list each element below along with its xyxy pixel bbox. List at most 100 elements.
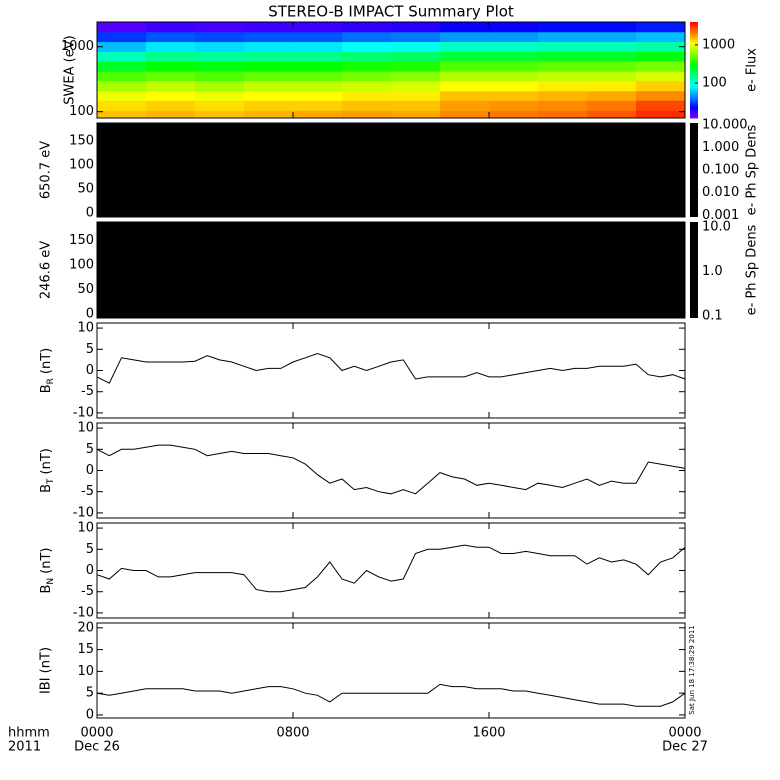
colorbar-swatch [690,28,698,31]
spectrogram-cell [293,80,343,92]
pitch-angle-panel [97,123,685,217]
y-label-symbol: B [39,384,54,393]
spectrogram-cell [440,61,490,72]
colorbar-swatch [690,70,698,73]
spectrogram-cell [342,51,392,62]
colorbar-swatch [690,112,698,115]
colorbar-swatch [690,68,698,71]
y-tick-label: 100 [69,158,94,173]
spectrogram-cell [489,51,539,62]
colorbar-swatch [690,74,698,77]
spectrogram-cell [293,71,343,82]
colorbar-swatch [690,32,698,35]
y-tick-label: -5 [81,484,94,499]
spectrogram-cell [97,110,147,119]
spectrogram-cell [538,51,588,62]
y-tick-label: -5 [81,584,94,599]
spectrogram-cell [538,31,588,43]
colorbar-swatch [690,80,698,83]
spectrogram-cell [538,71,588,82]
spectrogram-cell [587,80,637,92]
colorbar-swatch [690,123,698,217]
spectrogram-cell [636,110,686,119]
spectrogram-cell [440,31,490,43]
x-tick-label: 0800 [276,726,309,741]
colorbar-swatch [690,110,698,113]
spectrogram-cell [391,61,441,72]
spectrogram-cell [587,31,637,43]
colorbar-swatch [690,82,698,85]
y-tick-label: 10 [77,321,94,336]
spectrogram-cell [636,31,686,43]
colorbar-tick-label: 0.1 [702,308,723,323]
spectrogram-cell [342,61,392,72]
colorbar-swatch [690,96,698,99]
spectrogram-cell [97,22,147,33]
spectrogram-cell [342,31,392,43]
spectrogram-cell [391,100,441,111]
colorbar-tick-label: 0.010 [702,185,739,200]
y-tick-label: 50 [77,182,94,197]
spectrogram-cell [538,41,588,52]
y-tick-label: 0 [86,563,94,578]
date-label: Dec 26 [74,740,120,755]
x-tick-label: 0000 [668,726,701,741]
spectrogram-cell [146,71,196,82]
spectrogram-cell [97,90,147,101]
spectrogram-cell [293,61,343,72]
spectrogram-cell [293,51,343,62]
colorbar-swatch [690,62,698,65]
y-tick-label: 20 [77,620,94,635]
y-axis-label: SWEA (eV) [63,35,78,104]
spectrogram-cell [391,71,441,82]
spectrogram-cell [538,80,588,92]
colorbar-label: e- Ph Sp Dens [745,124,760,215]
spectrogram-cell [293,22,343,33]
y-tick-label: -10 [73,605,94,620]
spectrogram-cell [244,90,294,101]
timestamp: Sat Jun 18 17:38:29 2011 [688,625,696,714]
spectrogram-cell [195,51,245,62]
spectrogram-cell [293,31,343,43]
colorbar-swatch [690,66,698,69]
panel-frame [96,622,686,719]
spectrogram-cell [244,110,294,119]
spectrogram-cell [489,90,539,101]
colorbar-swatch [690,116,698,119]
colorbar-label: e- Ph Sp Dens [745,224,760,315]
colorbar-swatch [690,58,698,61]
spectrogram-cell [636,80,686,92]
y-label-subscript: R [46,378,56,384]
y-tick-label: 5 [86,542,94,557]
colorbar-swatch [690,26,698,29]
spectrogram-cell [587,71,637,82]
spectrogram-cell [342,90,392,101]
y-axis-label: BT (nT) [39,448,56,493]
spectrogram-cell [195,71,245,82]
colorbar-swatch [690,30,698,33]
colorbar-swatch [690,38,698,41]
spectrogram-cell [293,100,343,111]
y-axis-label: BN (nT) [39,548,56,594]
y-tick-label: 0 [86,463,94,478]
field-line [96,444,686,495]
spectrogram-cell [244,51,294,62]
colorbar-tick-label: 100 [702,75,727,90]
spectrogram-cell [440,41,490,52]
spectrogram-cell [146,22,196,33]
y-tick-label: 0 [86,307,94,322]
spectrogram-cell [195,61,245,72]
y-tick-label: 10 [77,521,94,536]
y-tick-label: 10 [77,421,94,436]
spectrogram-cell [636,41,686,52]
colorbar-label: e- Flux [745,48,760,92]
spectrogram-cell [244,100,294,111]
spectrogram-cell [146,100,196,111]
y-label-unit: (nT) [39,448,54,474]
spectrogram-cell [244,80,294,92]
spectrogram-cell [440,51,490,62]
colorbar-swatch [690,54,698,57]
panel-frame [96,122,686,218]
y-axis-label: 650.7 eV [39,141,54,199]
x-axis-label: hhmm [8,726,50,741]
